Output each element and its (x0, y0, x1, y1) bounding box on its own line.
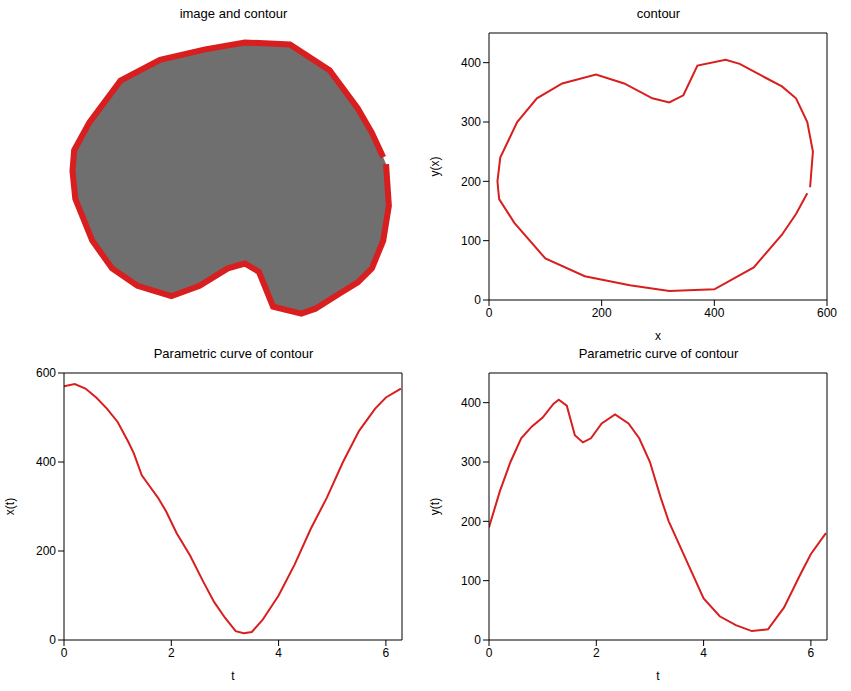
svg-text:400: 400 (704, 306, 724, 320)
html-text:contour: contour (636, 6, 681, 21)
svg-text:300: 300 (461, 115, 481, 129)
svg-text:0: 0 (474, 293, 481, 307)
svg-text:6: 6 (808, 646, 815, 660)
svg-text:300: 300 (461, 455, 481, 469)
svg-text:4: 4 (700, 646, 707, 660)
svg-text:100: 100 (461, 234, 481, 248)
svg-text:400: 400 (461, 56, 481, 70)
svg-text:200: 200 (461, 175, 481, 189)
svg-text:6: 6 (383, 646, 390, 660)
html-text:Parametric curve of contour: Parametric curve of contour (153, 346, 314, 361)
svg-text:0: 0 (486, 306, 493, 320)
svg-text:t: t (231, 669, 235, 683)
svg-text:200: 200 (461, 515, 481, 529)
html-text:Parametric curve of contour: Parametric curve of contour (578, 346, 739, 361)
svg-text:0: 0 (49, 633, 56, 647)
svg-text:0: 0 (474, 633, 481, 647)
svg-text:x(t): x(t) (3, 498, 17, 515)
svg-text:600: 600 (36, 366, 56, 380)
html-text:image and contour: image and contour (179, 6, 288, 21)
svg-text:y(t): y(t) (428, 498, 442, 515)
svg-text:4: 4 (275, 646, 282, 660)
svg-text:400: 400 (461, 396, 481, 410)
svg-text:400: 400 (36, 455, 56, 469)
svg-text:600: 600 (817, 306, 837, 320)
svg-text:t: t (656, 669, 660, 683)
svg-text:x: x (655, 329, 661, 343)
svg-text:200: 200 (36, 544, 56, 558)
svg-text:100: 100 (461, 574, 481, 588)
svg-text:200: 200 (592, 306, 612, 320)
svg-text:0: 0 (61, 646, 68, 660)
svg-text:2: 2 (593, 646, 600, 660)
svg-text:y(x): y(x) (428, 157, 442, 177)
svg-text:0: 0 (486, 646, 493, 660)
svg-text:2: 2 (168, 646, 175, 660)
